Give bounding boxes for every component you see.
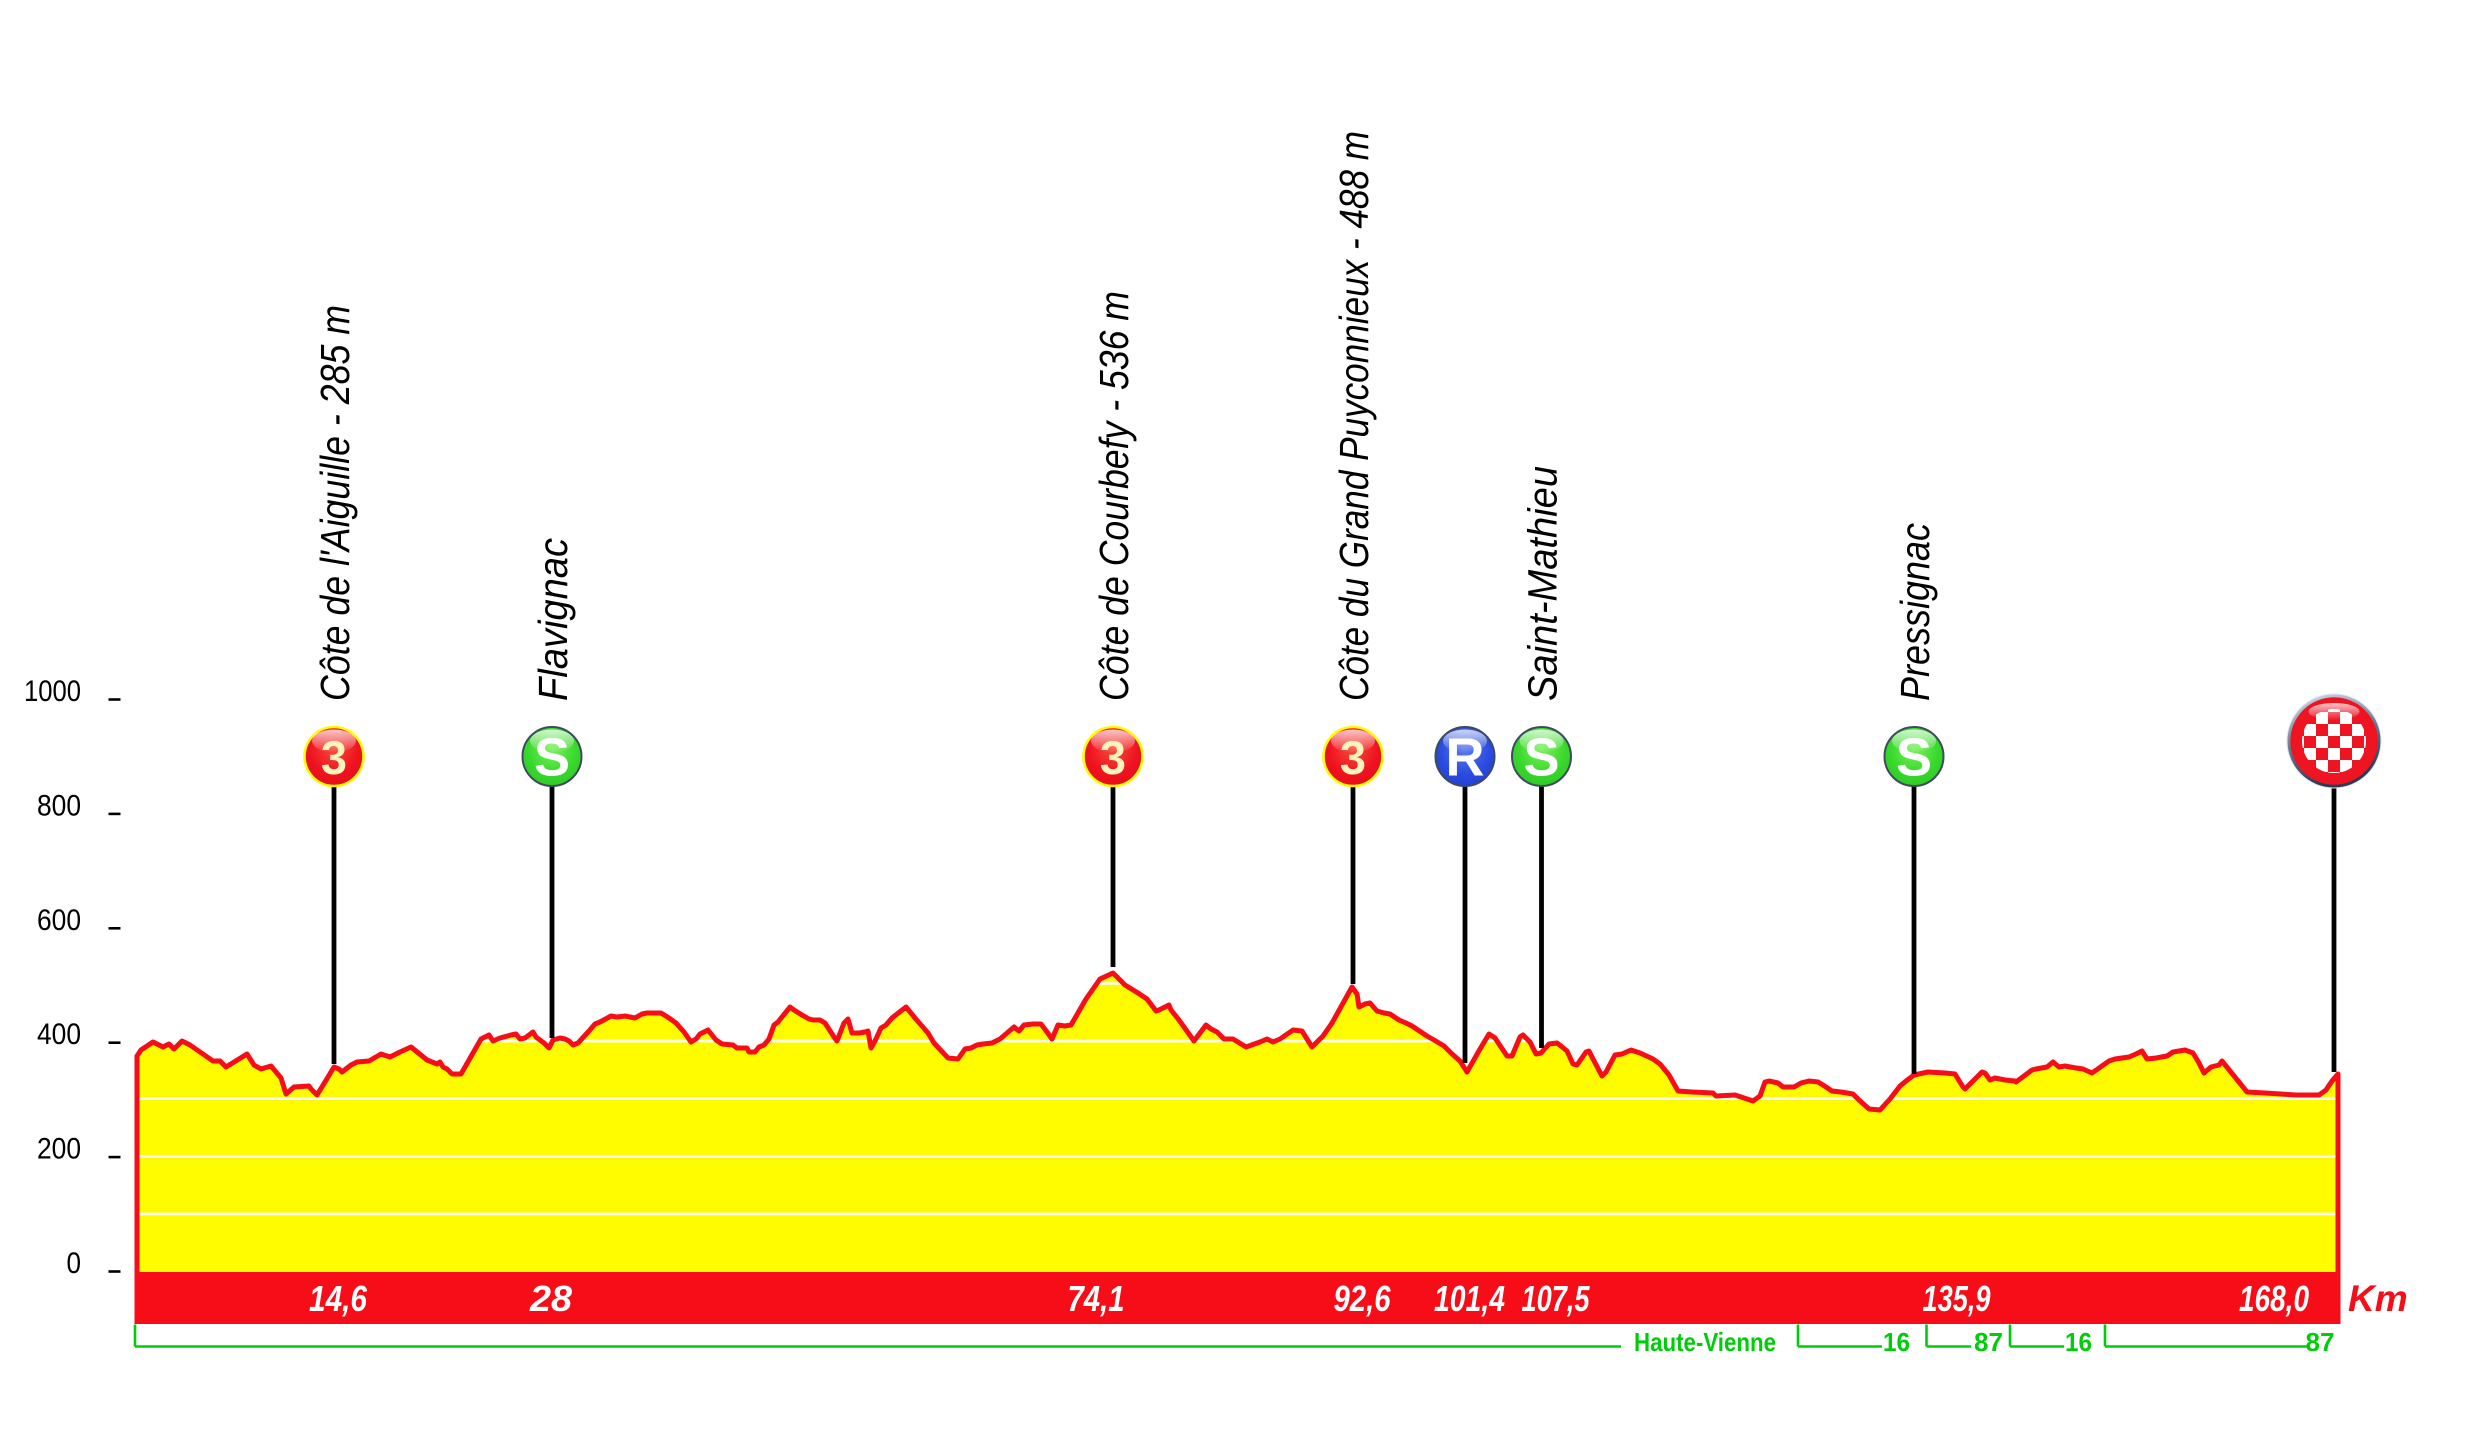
svg-text:Km: Km xyxy=(2348,1278,2408,1319)
svg-text:3: 3 xyxy=(321,731,347,784)
svg-text:400: 400 xyxy=(37,1018,81,1051)
svg-text:800: 800 xyxy=(37,789,81,822)
svg-text:87: 87 xyxy=(1974,1327,2003,1357)
svg-text:200: 200 xyxy=(37,1133,81,1166)
svg-text:Saint-Mathieu: Saint-Mathieu xyxy=(1520,466,1566,701)
svg-text:Côte de Courbefy - 536 m: Côte de Courbefy - 536 m xyxy=(1091,291,1137,701)
svg-text:28: 28 xyxy=(529,1278,572,1319)
svg-text:3: 3 xyxy=(1340,731,1366,784)
svg-text:S: S xyxy=(1523,728,1559,788)
svg-text:3: 3 xyxy=(1100,731,1126,784)
svg-text:Haute-Vienne: Haute-Vienne xyxy=(1634,1327,1776,1357)
svg-text:14,6: 14,6 xyxy=(309,1278,368,1319)
svg-text:600: 600 xyxy=(37,904,81,937)
svg-text:Côte du Grand Puyconnieux - 48: Côte du Grand Puyconnieux - 488 m xyxy=(1331,131,1377,701)
svg-text:Flavignac: Flavignac xyxy=(530,538,576,701)
svg-text:S: S xyxy=(534,728,570,788)
svg-text:R: R xyxy=(1446,728,1485,788)
svg-text:74,1: 74,1 xyxy=(1068,1278,1125,1319)
svg-text:168,0: 168,0 xyxy=(2239,1278,2309,1319)
svg-text:87: 87 xyxy=(2306,1327,2335,1357)
svg-text:16: 16 xyxy=(2065,1327,2092,1357)
svg-text:Côte de l'Aiguille - 285 m: Côte de l'Aiguille - 285 m xyxy=(312,305,358,701)
svg-text:S: S xyxy=(1896,728,1932,788)
svg-text:1000: 1000 xyxy=(24,675,81,708)
svg-text:135,9: 135,9 xyxy=(1923,1278,1991,1319)
svg-text:Pressignac: Pressignac xyxy=(1892,523,1938,701)
svg-text:92,6: 92,6 xyxy=(1334,1278,1392,1319)
svg-text:0: 0 xyxy=(67,1247,82,1280)
svg-text:16: 16 xyxy=(1883,1327,1910,1357)
svg-text:101,4: 101,4 xyxy=(1434,1278,1505,1319)
svg-text:107,5: 107,5 xyxy=(1522,1278,1591,1319)
